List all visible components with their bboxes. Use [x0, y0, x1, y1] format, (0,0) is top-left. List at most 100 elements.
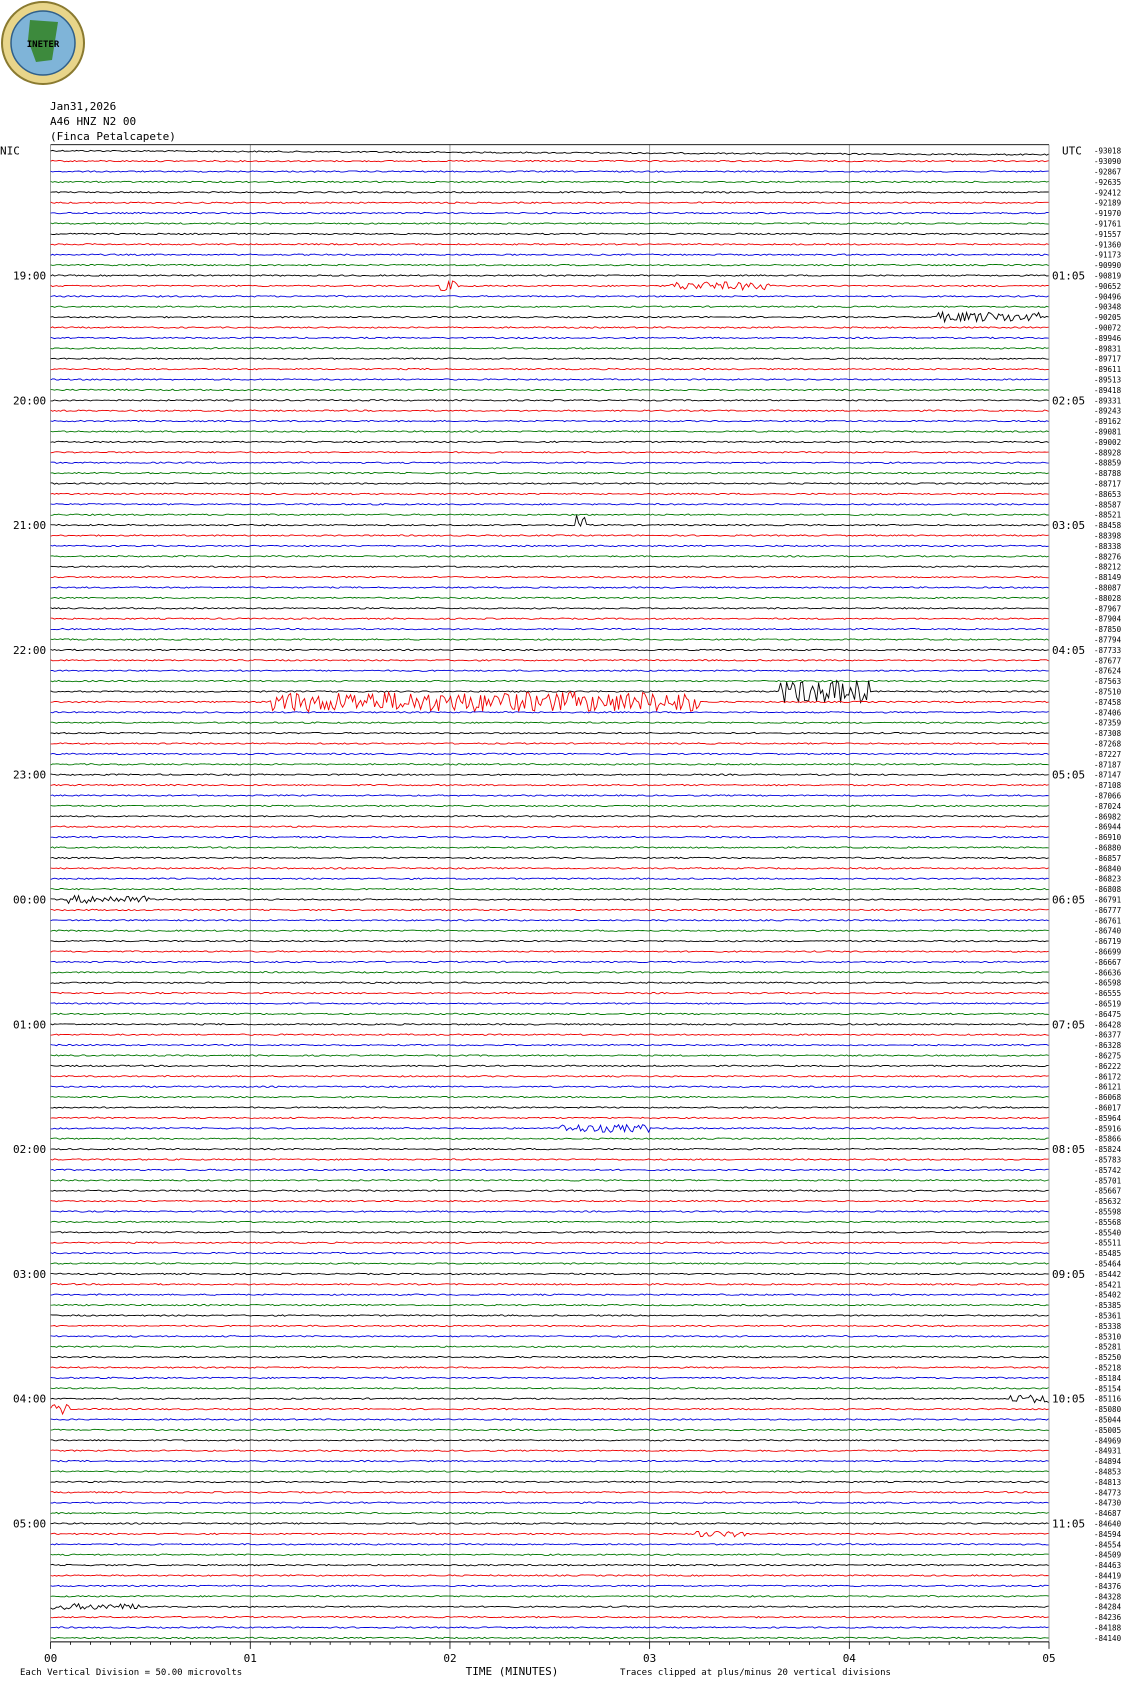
- trace-offset: -85044: [1094, 1416, 1122, 1425]
- x-tick-label: 01: [244, 1652, 257, 1665]
- trace-offset: -84640: [1094, 1520, 1122, 1529]
- trace-offset: -86636: [1094, 968, 1122, 977]
- trace-offset: -89162: [1094, 417, 1121, 426]
- trace: [50, 1355, 1049, 1359]
- trace: [50, 1501, 1049, 1504]
- trace: [50, 555, 1049, 558]
- trace: [50, 1147, 1049, 1151]
- trace: [50, 1085, 1049, 1088]
- right-time: 01:05: [1052, 270, 1085, 283]
- trace: [50, 1158, 1049, 1161]
- trace: [50, 1303, 1049, 1307]
- left-time: 19:00: [13, 270, 46, 283]
- trace-offset: -84463: [1094, 1561, 1121, 1570]
- trace-offset: -89946: [1094, 334, 1122, 343]
- x-tick-label: 03: [643, 1652, 656, 1665]
- trace-offset: -87624: [1094, 667, 1122, 676]
- trace: [50, 1553, 1049, 1556]
- trace-offset: -85385: [1094, 1301, 1121, 1310]
- x-tick-label: 02: [443, 1652, 456, 1665]
- trace-offset: -87510: [1094, 688, 1122, 697]
- trace: [50, 336, 1049, 340]
- trace: [50, 867, 1049, 870]
- trace: [50, 1189, 1049, 1192]
- trace-offset: -86777: [1094, 906, 1121, 915]
- trace: [50, 534, 1049, 537]
- trace: [50, 1491, 1049, 1494]
- trace: [50, 1602, 1049, 1610]
- trace: [50, 1075, 1049, 1078]
- trace-offset: -90990: [1094, 261, 1122, 270]
- trace: [50, 310, 1049, 324]
- trace-offset: -86823: [1094, 875, 1121, 884]
- trace: [50, 1439, 1049, 1442]
- trace: [50, 1345, 1049, 1348]
- trace-offset: -87794: [1094, 636, 1122, 645]
- trace: [50, 1418, 1049, 1421]
- trace-offset: -85464: [1094, 1260, 1122, 1269]
- trace-offset: -87967: [1094, 604, 1121, 613]
- trace: [50, 1459, 1049, 1463]
- trace: [50, 1043, 1049, 1047]
- trace-offset: -86598: [1094, 979, 1122, 988]
- trace-offset: -85598: [1094, 1208, 1122, 1217]
- left-time: 03:00: [13, 1268, 46, 1281]
- trace-offset: -89831: [1094, 344, 1121, 353]
- trace: [50, 815, 1049, 818]
- trace: [50, 326, 1049, 329]
- trace: [50, 243, 1049, 246]
- trace: [50, 1262, 1049, 1265]
- trace-offset: -85667: [1094, 1187, 1121, 1196]
- trace-offset: -86428: [1094, 1020, 1122, 1029]
- trace-offset: -87359: [1094, 719, 1121, 728]
- left-time: 00:00: [13, 894, 46, 907]
- trace: [50, 1563, 1049, 1567]
- trace-offset: -84853: [1094, 1468, 1121, 1477]
- trace: [50, 482, 1049, 485]
- trace: [50, 856, 1049, 860]
- trace: [50, 960, 1049, 964]
- trace-offset: -90348: [1094, 303, 1122, 312]
- trace: [50, 378, 1049, 381]
- trace-offset: -86328: [1094, 1041, 1122, 1050]
- trace: [50, 1210, 1049, 1213]
- trace: [50, 1480, 1049, 1484]
- trace: [50, 159, 1049, 163]
- trace-offset: -87563: [1094, 677, 1121, 686]
- trace: [50, 419, 1049, 423]
- trace-offset: -84773: [1094, 1488, 1121, 1497]
- trace-offset: -84931: [1094, 1447, 1121, 1456]
- trace: [50, 1012, 1049, 1016]
- trace: [50, 461, 1049, 464]
- trace: [50, 1033, 1049, 1036]
- trace: [50, 690, 1049, 713]
- trace-offset: -85184: [1094, 1374, 1122, 1383]
- trace: [50, 971, 1049, 974]
- trace: [50, 544, 1049, 548]
- trace: [50, 1116, 1049, 1120]
- trace: [50, 711, 1049, 714]
- trace: [50, 191, 1049, 194]
- trace: [50, 357, 1049, 360]
- x-tick-label: 00: [44, 1652, 57, 1665]
- trace: [50, 515, 1049, 528]
- trace-offset: -84188: [1094, 1624, 1122, 1633]
- trace: [50, 908, 1049, 912]
- trace-offset: -85116: [1094, 1395, 1122, 1404]
- trace-offset: -88788: [1094, 469, 1122, 478]
- right-time: 03:05: [1052, 519, 1085, 532]
- trace: [50, 1376, 1049, 1380]
- trace-offset: -87147: [1094, 771, 1121, 780]
- trace-offset: -85421: [1094, 1280, 1121, 1289]
- trace: [50, 575, 1049, 579]
- trace: [50, 835, 1049, 839]
- trace-offset: -88338: [1094, 542, 1122, 551]
- trace-offset: -90652: [1094, 282, 1121, 291]
- trace-offset: -86377: [1094, 1031, 1121, 1040]
- trace-offset: -87066: [1094, 792, 1122, 801]
- trace-offset: -85402: [1094, 1291, 1121, 1300]
- trace-offset: -87308: [1094, 729, 1122, 738]
- trace: [50, 263, 1049, 267]
- trace: [50, 1324, 1049, 1328]
- trace-offset: -85632: [1094, 1197, 1121, 1206]
